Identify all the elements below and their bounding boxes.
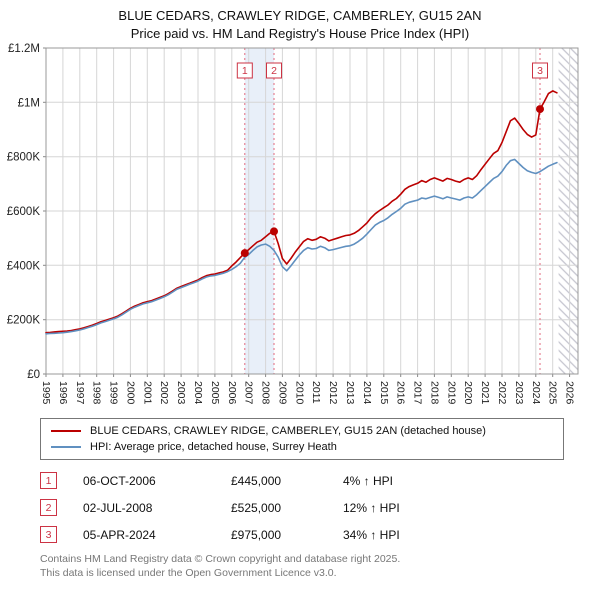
legend-item-hpi: HPI: Average price, detached house, Surr… [47,439,557,455]
transaction-marker-badge: 1 [40,472,57,490]
chart-subtitle: Price paid vs. HM Land Registry's House … [130,25,470,41]
svg-text:2022: 2022 [496,381,508,405]
svg-text:2000: 2000 [124,381,136,405]
svg-text:2023: 2023 [513,381,525,405]
svg-text:3: 3 [537,65,543,77]
svg-text:£600K: £600K [7,206,41,218]
svg-text:2016: 2016 [395,381,407,405]
svg-text:2004: 2004 [192,381,204,405]
svg-text:2006: 2006 [226,381,238,405]
svg-text:2018: 2018 [428,381,440,405]
svg-text:2015: 2015 [378,381,390,405]
svg-text:2013: 2013 [344,381,356,405]
svg-text:2002: 2002 [158,381,170,405]
svg-text:£1.2M: £1.2M [8,43,40,55]
svg-text:2026: 2026 [564,381,576,405]
svg-text:1996: 1996 [57,381,69,405]
price-chart: 1 2 3 £0 £200K £400K £600K £800K £1M £1.2M 1995 199… [7,43,579,405]
transaction-hpi-delta: 34% ↑ HPI [343,527,400,542]
svg-text:1998: 1998 [91,381,103,405]
svg-text:2025: 2025 [547,381,559,405]
svg-text:2009: 2009 [276,381,288,405]
svg-text:2007: 2007 [243,381,255,405]
svg-text:1997: 1997 [74,381,86,405]
transaction-hpi-delta: 4% ↑ HPI [343,473,394,488]
hpi-line-swatch [51,446,81,449]
svg-text:£200K: £200K [7,315,41,327]
svg-text:2017: 2017 [412,381,424,405]
footer-line-2: This data is licensed under the Open Gov… [40,566,337,579]
transaction-date: 06-OCT-2006 [83,473,156,488]
property-line-swatch [51,430,81,433]
transaction-marker-badge: 2 [40,499,57,517]
svg-text:2024: 2024 [530,381,542,405]
transaction-date: 05-APR-2024 [83,527,156,542]
svg-text:2011: 2011 [310,381,322,404]
svg-text:2003: 2003 [175,381,187,405]
legend-label-property: BLUE CEDARS, CRAWLEY RIDGE, CAMBERLEY, G… [90,425,486,438]
svg-text:2008: 2008 [260,381,272,405]
svg-text:2021: 2021 [479,381,491,405]
svg-text:1995: 1995 [40,381,52,405]
transactions-table: 1 06-OCT-2006 £445,000 4% ↑ HPI 2 02-JUL… [40,472,600,544]
transaction-price: £975,000 [231,527,282,542]
svg-text:2020: 2020 [462,381,474,405]
svg-text:2: 2 [271,65,277,77]
transaction-price: £445,000 [231,473,282,488]
transaction-price: £525,000 [231,500,282,515]
svg-text:2014: 2014 [361,381,373,405]
svg-text:2005: 2005 [209,381,221,405]
svg-text:2012: 2012 [327,381,339,405]
svg-text:£1M: £1M [18,97,40,109]
svg-text:1: 1 [242,65,248,77]
svg-text:£400K: £400K [7,260,41,272]
svg-text:2001: 2001 [141,381,153,405]
footer-line-1: Contains HM Land Registry data © Crown c… [40,553,401,566]
svg-text:1999: 1999 [108,381,120,405]
chart-legend: BLUE CEDARS, CRAWLEY RIDGE, CAMBERLEY, G… [40,418,564,461]
chart-title: BLUE CEDARS, CRAWLEY RIDGE, CAMBERLEY, G… [118,8,482,23]
chart-header: BLUE CEDARS, CRAWLEY RIDGE, CAMBERLEY, G… [0,0,600,42]
table-row: 1 06-OCT-2006 £445,000 4% ↑ HPI [40,472,600,490]
transaction-hpi-delta: 12% ↑ HPI [343,500,400,515]
svg-text:£0: £0 [27,369,40,381]
svg-text:2010: 2010 [293,381,305,405]
transaction-date: 02-JUL-2008 [83,500,153,515]
transaction-marker-badge: 3 [40,526,57,544]
license-footer: Contains HM Land Registry data © Crown c… [40,553,600,580]
svg-text:£800K: £800K [7,152,41,164]
legend-item-property: BLUE CEDARS, CRAWLEY RIDGE, CAMBERLEY, G… [47,423,557,439]
legend-label-hpi: HPI: Average price, detached house, Surr… [90,441,337,454]
table-row: 2 02-JUL-2008 £525,000 12% ↑ HPI [40,499,600,517]
table-row: 3 05-APR-2024 £975,000 34% ↑ HPI [40,526,600,544]
svg-text:2019: 2019 [445,381,457,405]
